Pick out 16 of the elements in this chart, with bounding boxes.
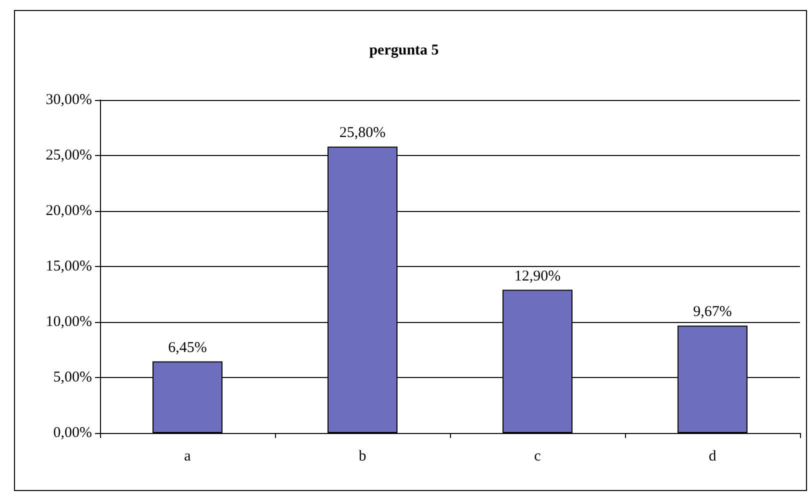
y-tick-label: 20,00% xyxy=(46,203,92,219)
y-tick-label: 30,00% xyxy=(46,92,92,108)
y-tick-label: 5,00% xyxy=(53,370,92,386)
data-label: 25,80% xyxy=(339,125,386,142)
y-tick-label: 15,00% xyxy=(46,258,92,274)
x-tick-label: d xyxy=(708,448,717,464)
y-tick-label: 0,00% xyxy=(53,425,92,441)
x-tick-label: b xyxy=(358,448,366,464)
y-tick-label: 25,00% xyxy=(46,148,92,164)
x-tick-label: a xyxy=(184,448,192,464)
data-label: 6,45% xyxy=(168,340,207,356)
data-label: 9,67% xyxy=(693,304,732,320)
y-tick-label: 10,00% xyxy=(46,314,92,330)
x-tick-label: c xyxy=(534,448,542,464)
data-label: 12,90% xyxy=(514,268,561,284)
chart-title: pergunta 5 xyxy=(369,42,439,58)
